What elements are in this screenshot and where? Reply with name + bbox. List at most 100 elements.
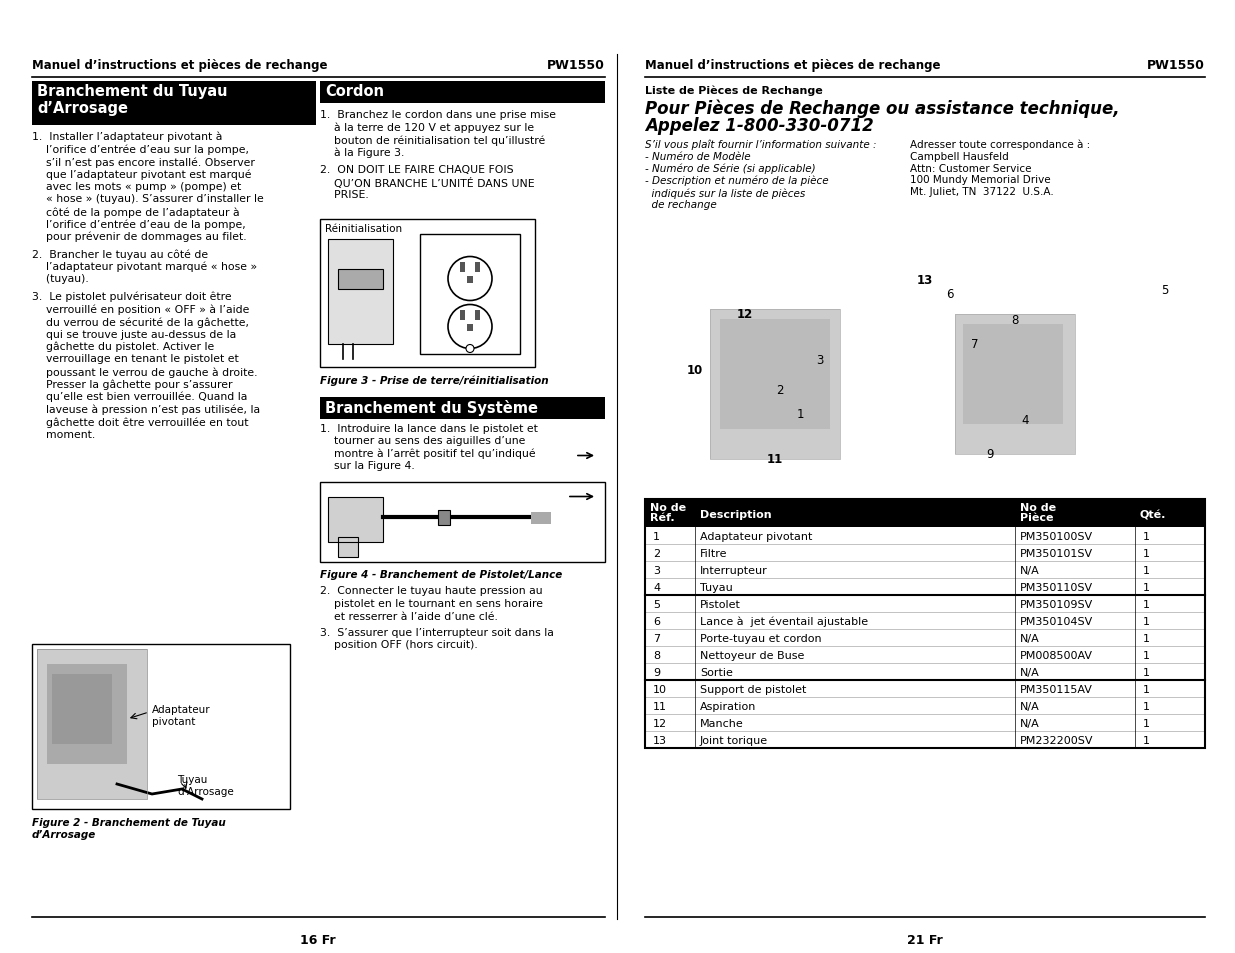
Text: Aspiration: Aspiration xyxy=(700,701,756,711)
Text: 3: 3 xyxy=(816,354,824,366)
Bar xyxy=(955,314,1074,455)
Text: 1: 1 xyxy=(1144,565,1150,576)
Bar xyxy=(52,675,112,744)
Bar xyxy=(329,497,383,542)
Text: Filtre: Filtre xyxy=(700,548,727,558)
Text: qui se trouve juste au-dessus de la: qui se trouve juste au-dessus de la xyxy=(32,329,236,339)
Bar xyxy=(710,310,840,459)
Text: Tuyau
d’Arrosage: Tuyau d’Arrosage xyxy=(177,774,233,796)
Bar xyxy=(720,319,830,430)
Text: 1: 1 xyxy=(1144,548,1150,558)
Bar xyxy=(37,649,147,800)
Bar xyxy=(338,537,358,557)
Text: 10: 10 xyxy=(687,363,703,376)
Text: 7: 7 xyxy=(653,634,661,643)
Text: 3.  S’assurer que l’interrupteur soit dans la: 3. S’assurer que l’interrupteur soit dan… xyxy=(320,627,553,638)
Text: 2.  Connecter le tuyau haute pression au: 2. Connecter le tuyau haute pression au xyxy=(320,586,542,596)
Bar xyxy=(710,310,840,459)
Text: s’il n’est pas encore installé. Observer: s’il n’est pas encore installé. Observer xyxy=(32,157,254,168)
Text: 12: 12 xyxy=(737,308,753,321)
Text: Cordon: Cordon xyxy=(325,84,384,99)
Text: Nettoyeur de Buse: Nettoyeur de Buse xyxy=(700,650,804,660)
Text: 1: 1 xyxy=(1144,701,1150,711)
Bar xyxy=(459,310,466,320)
Bar xyxy=(467,276,473,283)
Text: Branchement du Tuyau
d’Arrosage: Branchement du Tuyau d’Arrosage xyxy=(37,84,227,116)
Bar xyxy=(320,482,605,562)
Text: 8: 8 xyxy=(1011,314,1019,326)
Text: côté de la pompe de l’adaptateur à: côté de la pompe de l’adaptateur à xyxy=(32,207,240,217)
Text: N/A: N/A xyxy=(1020,565,1040,576)
Text: gâchette du pistolet. Activer le: gâchette du pistolet. Activer le xyxy=(32,341,214,352)
Text: No de: No de xyxy=(650,502,687,513)
Text: (tuyau).: (tuyau). xyxy=(32,274,89,284)
Text: « hose » (tuyau). S’assurer d’installer le: « hose » (tuyau). S’assurer d’installer … xyxy=(32,194,264,204)
Bar xyxy=(645,646,1205,663)
Circle shape xyxy=(448,257,492,301)
Text: 8: 8 xyxy=(653,650,661,660)
Text: sur la Figure 4.: sur la Figure 4. xyxy=(320,460,415,471)
Text: PM350101SV: PM350101SV xyxy=(1020,548,1093,558)
Text: Porte-tuyau et cordon: Porte-tuyau et cordon xyxy=(700,634,821,643)
Bar xyxy=(645,527,1205,544)
Text: Lance à  jet éventail ajustable: Lance à jet éventail ajustable xyxy=(700,616,868,626)
Text: Manche: Manche xyxy=(700,719,743,728)
Bar xyxy=(329,239,393,344)
Text: et resserrer à l’aide d’une clé.: et resserrer à l’aide d’une clé. xyxy=(320,611,498,620)
Text: Réinitialisation: Réinitialisation xyxy=(325,224,403,234)
Text: 1: 1 xyxy=(1144,650,1150,660)
Text: Branchement du Système: Branchement du Système xyxy=(325,399,538,416)
Bar xyxy=(338,269,383,289)
Text: verrouillage en tenant le pistolet et: verrouillage en tenant le pistolet et xyxy=(32,355,238,364)
Text: avec les mots « pump » (pompe) et: avec les mots « pump » (pompe) et xyxy=(32,182,241,192)
Text: tourner au sens des aiguilles d’une: tourner au sens des aiguilles d’une xyxy=(320,436,525,446)
Bar xyxy=(645,613,1205,629)
Bar xyxy=(645,544,1205,561)
Text: PM350110SV: PM350110SV xyxy=(1020,582,1093,593)
Text: Pièce: Pièce xyxy=(1020,513,1053,522)
Text: N/A: N/A xyxy=(1020,701,1040,711)
Text: 6: 6 xyxy=(653,617,659,626)
Text: Adresser toute correspondance à :
Campbell Hausfeld
Attn: Customer Service
100 M: Adresser toute correspondance à : Campbe… xyxy=(910,140,1091,196)
Text: 1: 1 xyxy=(1144,667,1150,678)
Text: 5: 5 xyxy=(1161,283,1168,296)
Text: PRISE.: PRISE. xyxy=(320,190,369,200)
Text: poussant le verrou de gauche à droite.: poussant le verrou de gauche à droite. xyxy=(32,367,258,377)
Text: 1: 1 xyxy=(1144,684,1150,695)
Text: 5: 5 xyxy=(653,599,659,609)
Text: gâchette doit être verrouillée en tout: gâchette doit être verrouillée en tout xyxy=(32,416,248,427)
Text: Sortie: Sortie xyxy=(700,667,732,678)
Circle shape xyxy=(448,305,492,349)
Bar xyxy=(645,680,1205,698)
Text: 1: 1 xyxy=(797,408,804,421)
Bar xyxy=(531,512,551,524)
Text: 6: 6 xyxy=(946,288,953,301)
Text: 11: 11 xyxy=(653,701,667,711)
Bar xyxy=(32,644,290,809)
Text: 16 Fr: 16 Fr xyxy=(300,933,336,946)
Text: 13: 13 xyxy=(916,274,934,286)
Text: qu’elle est bien verrouillée. Quand la: qu’elle est bien verrouillée. Quand la xyxy=(32,392,247,402)
Text: pistolet en le tournant en sens horaire: pistolet en le tournant en sens horaire xyxy=(320,598,543,608)
Text: 4: 4 xyxy=(653,582,661,593)
Bar xyxy=(955,314,1074,455)
Text: 10: 10 xyxy=(653,684,667,695)
Text: 12: 12 xyxy=(653,719,667,728)
Text: Liste de Pièces de Rechange: Liste de Pièces de Rechange xyxy=(645,85,823,95)
Bar xyxy=(645,698,1205,714)
Text: Support de pistolet: Support de pistolet xyxy=(700,684,806,695)
Text: 1: 1 xyxy=(1144,719,1150,728)
Text: verrouillé en position « OFF » à l’aide: verrouillé en position « OFF » à l’aide xyxy=(32,304,249,314)
Bar xyxy=(475,262,480,273)
Bar xyxy=(338,537,358,557)
Text: 2: 2 xyxy=(653,548,661,558)
Text: 1: 1 xyxy=(1144,532,1150,541)
Text: 1: 1 xyxy=(653,532,659,541)
Text: Presser la gâchette pour s’assurer: Presser la gâchette pour s’assurer xyxy=(32,379,232,390)
Bar xyxy=(467,324,473,331)
Text: 3.  Le pistolet pulvérisateur doit être: 3. Le pistolet pulvérisateur doit être xyxy=(32,292,232,302)
Bar xyxy=(963,325,1063,424)
Text: 3: 3 xyxy=(653,565,659,576)
Text: 1: 1 xyxy=(1144,582,1150,593)
Text: 13: 13 xyxy=(653,735,667,745)
